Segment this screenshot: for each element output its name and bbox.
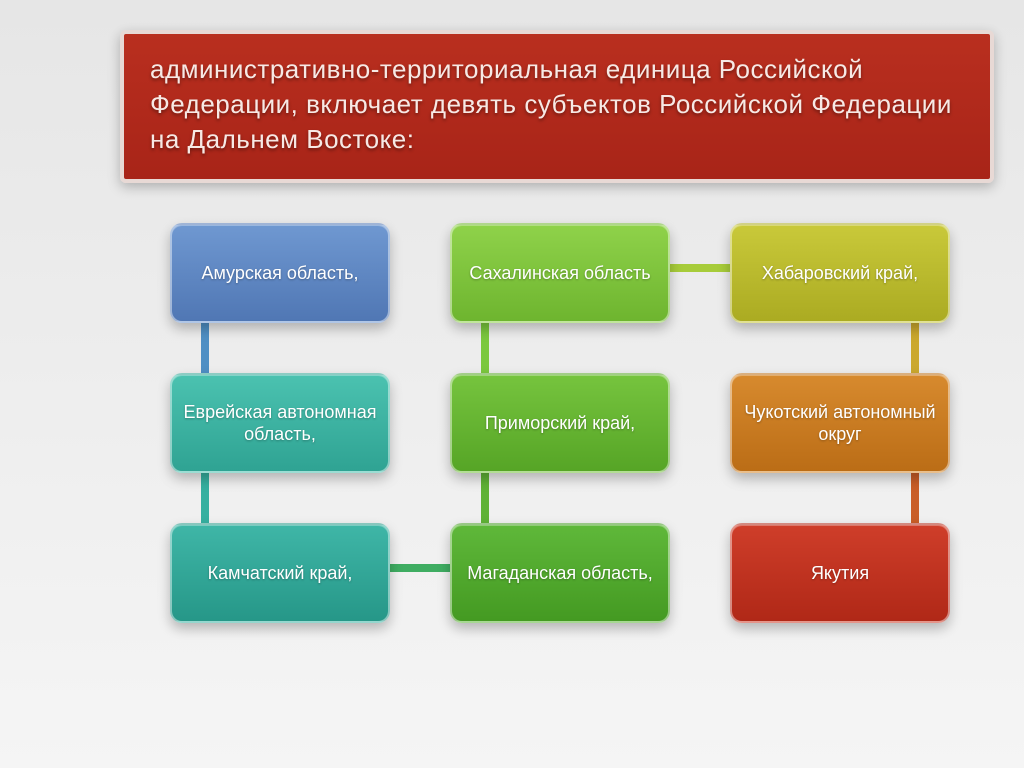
node-label: Чукотский автономный округ [742,401,938,446]
connector-khabarovsk-chukotka [911,323,919,373]
connector-jewish-kamchatka [201,473,209,523]
node-label: Хабаровский край, [762,262,918,285]
connector-amur-jewish [201,323,209,373]
node-label: Якутия [811,562,869,585]
node-label: Приморский край, [485,412,635,435]
connector-kamchatka-magadan [390,564,450,572]
connector-chukotka-yakutia [911,473,919,523]
node-kamchatka: Камчатский край, [170,523,390,623]
node-amur: Амурская область, [170,223,390,323]
node-jewish: Еврейская автономная область, [170,373,390,473]
node-chukotka: Чукотский автономный округ [730,373,950,473]
connector-primorsky-sakhalin [481,323,489,373]
node-label: Магаданская область, [467,562,653,585]
subjects-flowchart: Амурская область, Сахалинская область Хаба… [120,223,960,653]
node-label: Сахалинская область [469,262,650,285]
connector-magadan-primorsky [481,473,489,523]
node-yakutia: Якутия [730,523,950,623]
connector-sakhalin-khabarovsk [670,264,730,272]
node-magadan: Магаданская область, [450,523,670,623]
title-panel: административно-территориальная единица … [120,30,994,183]
node-khabarovsk: Хабаровский край, [730,223,950,323]
title-text: административно-территориальная единица … [150,52,964,157]
node-label: Амурская область, [201,262,358,285]
node-label: Еврейская автономная область, [182,401,378,446]
node-sakhalin: Сахалинская область [450,223,670,323]
node-label: Камчатский край, [208,562,353,585]
node-primorsky: Приморский край, [450,373,670,473]
